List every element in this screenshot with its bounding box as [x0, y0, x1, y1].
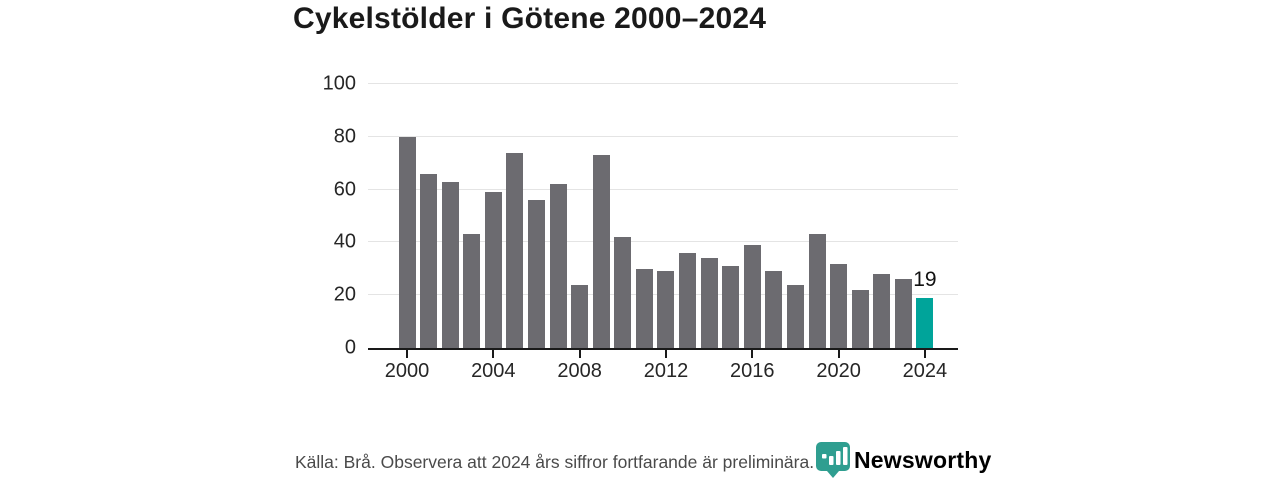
- x-axis-tick-2020: [837, 350, 840, 358]
- bar-2004: [484, 192, 502, 348]
- y-axis-label-0: 0: [344, 336, 356, 359]
- y-axis-label-60: 60: [333, 178, 356, 201]
- x-axis-label-2000: 2000: [384, 360, 430, 382]
- x-axis-tick-2012: [664, 350, 667, 358]
- x-axis-tick-2016: [751, 350, 754, 358]
- chart-title: Cykelstölder i Götene 2000–2024: [293, 2, 767, 35]
- gridline-80: [368, 135, 958, 137]
- x-axis-label-2012: 2012: [643, 360, 689, 382]
- source-note: Källa: Brå. Observera att 2024 års siffr…: [295, 452, 815, 472]
- newsworthy-wordmark: Newsworthy: [854, 446, 992, 473]
- bar-2005: [506, 152, 524, 348]
- bar-2007: [549, 184, 567, 348]
- gridline-40: [368, 241, 958, 243]
- x-axis-tick-2008: [578, 350, 581, 358]
- x-axis-label-2004: 2004: [471, 360, 516, 382]
- y-axis-label-100: 100: [322, 72, 356, 95]
- y-axis-label-20: 20: [333, 283, 356, 306]
- bar-2008: [571, 284, 589, 348]
- bar-2011: [635, 268, 653, 348]
- bar-2000: [398, 136, 416, 348]
- bar-2010: [614, 237, 632, 348]
- bar-value-label-2024: 19: [913, 267, 937, 291]
- x-axis-label-2016: 2016: [730, 360, 775, 382]
- bar-2017: [765, 271, 783, 348]
- bar-2006: [527, 200, 545, 348]
- x-axis-tick-2004: [492, 350, 495, 358]
- bar-2009: [592, 155, 610, 348]
- bar-2023: [894, 279, 912, 348]
- bar-2019: [808, 234, 826, 348]
- y-axis-labels: 0 20 40 60 80 100: [296, 73, 356, 359]
- bar-2003: [463, 234, 481, 348]
- y-axis-label-40: 40: [333, 230, 356, 253]
- gridline-100: [368, 83, 958, 84]
- plot-area: 19 2000 2004 2008 2012 2016 2020 2024: [368, 83, 958, 382]
- bar-2022: [873, 274, 891, 348]
- bar-2018: [786, 284, 804, 348]
- bar-2002: [441, 181, 459, 348]
- x-axis-label-2020: 2020: [816, 360, 861, 382]
- bar-chart-pin-icon: [816, 442, 850, 478]
- bar-2016: [743, 245, 761, 348]
- bar-2014: [700, 258, 718, 348]
- x-axis-tick-2024: [923, 350, 926, 358]
- bar-2015: [722, 266, 740, 348]
- bar-2001: [420, 173, 438, 348]
- newsworthy-logo: Newsworthy: [815, 441, 991, 479]
- bar-2021: [851, 289, 869, 348]
- bar-2012: [657, 271, 675, 348]
- x-axis-label-2008: 2008: [557, 360, 602, 382]
- x-axis-tick-2000: [406, 350, 408, 358]
- bar-2024: [916, 297, 934, 348]
- gridline-60: [368, 188, 958, 190]
- y-axis-label-80: 80: [333, 125, 356, 148]
- bar-2020: [830, 263, 848, 348]
- x-axis-label-2024: 2024: [902, 360, 948, 382]
- bar-2013: [679, 252, 697, 348]
